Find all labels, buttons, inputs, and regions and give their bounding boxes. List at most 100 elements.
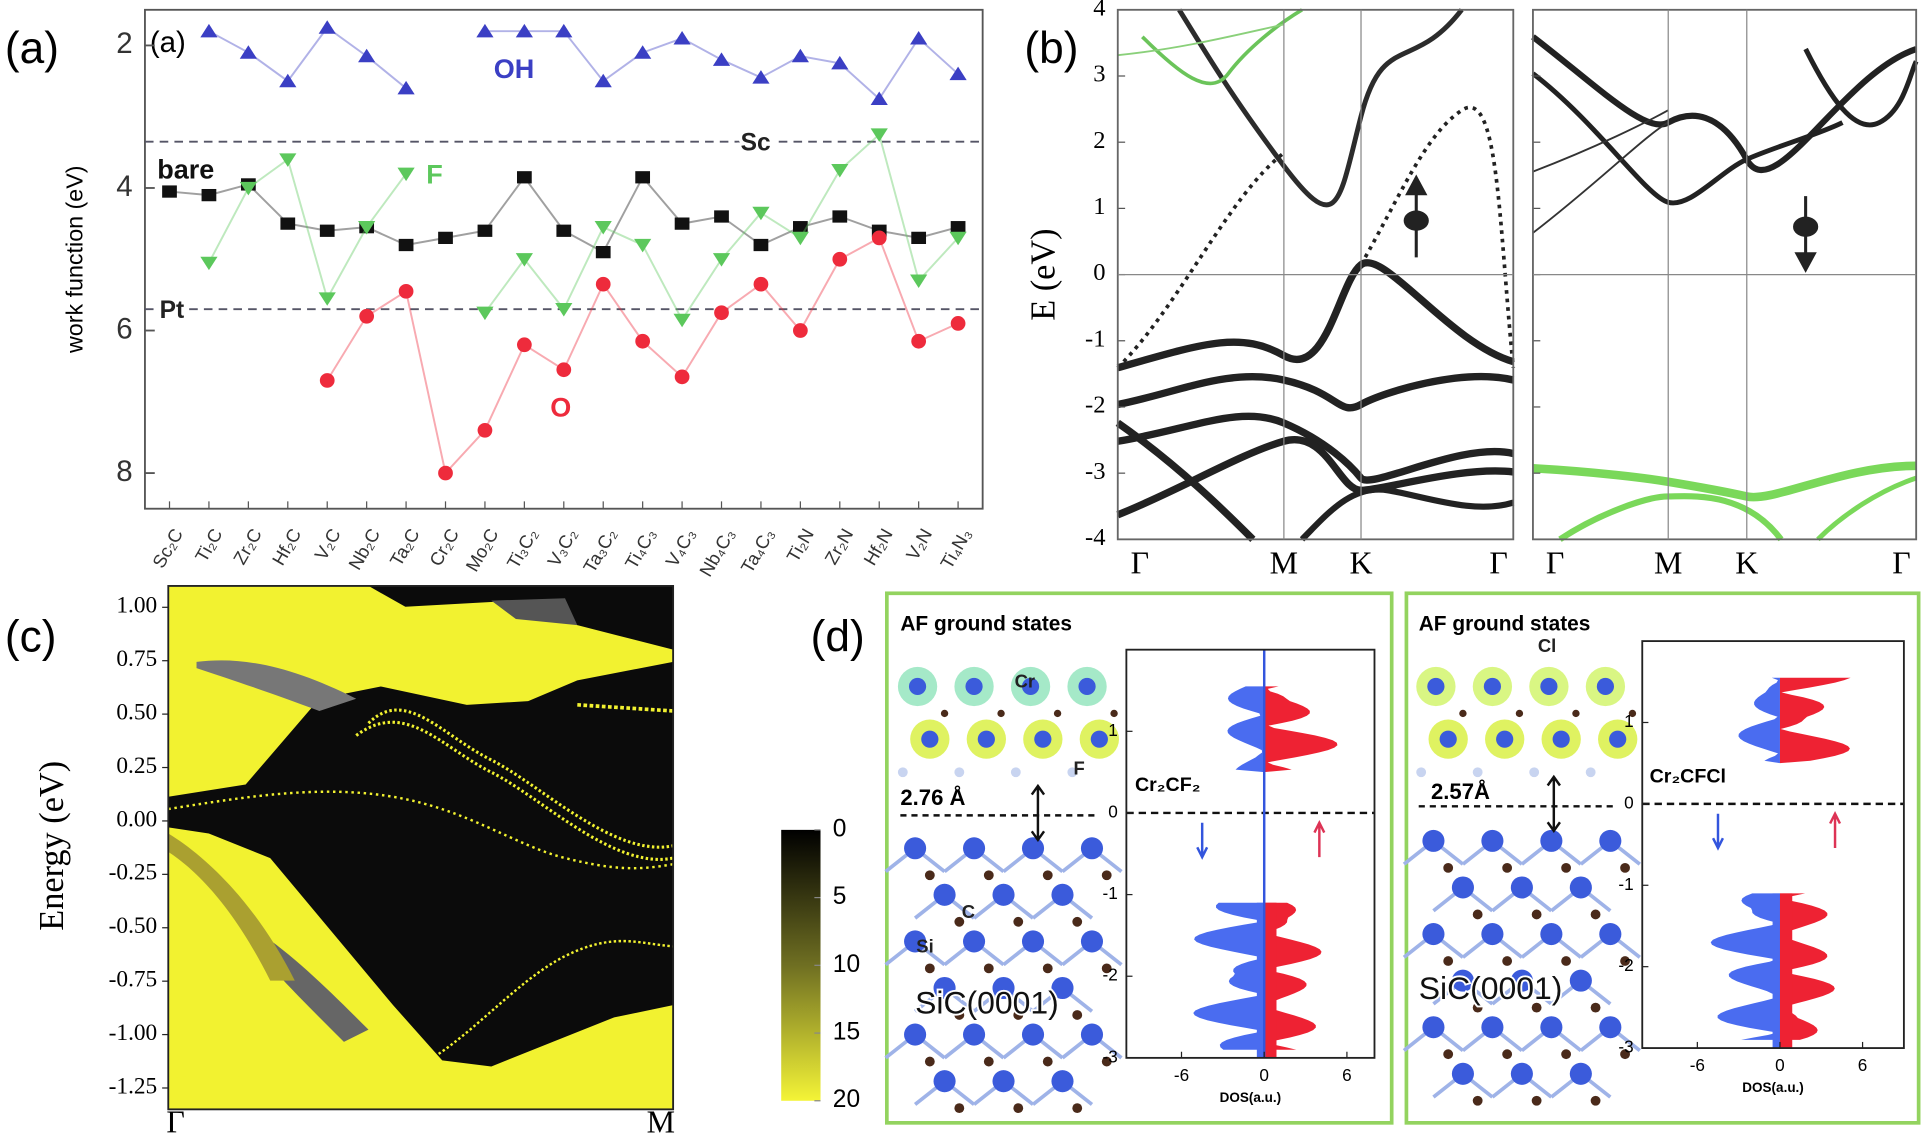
atom xyxy=(1110,709,1118,718)
y-tick-label: 0 xyxy=(1624,792,1634,812)
x-tick-label: 0 xyxy=(1259,1065,1269,1085)
atom xyxy=(1590,1002,1601,1013)
atom xyxy=(1443,862,1454,873)
atom xyxy=(1540,923,1563,946)
atom xyxy=(1034,730,1052,748)
atom xyxy=(897,767,908,778)
x-tick-label: Γ xyxy=(1892,546,1910,581)
atom xyxy=(1472,767,1483,778)
x-tick-label: 6 xyxy=(1342,1065,1352,1085)
panel-label: (b) xyxy=(1024,24,1078,73)
x-tick-label: V₂N xyxy=(902,525,937,564)
x-tick-label: M xyxy=(1270,546,1298,581)
x-tick-label: V₄C₃ xyxy=(661,525,699,571)
dos-fill xyxy=(1264,686,1338,773)
spin-arrow xyxy=(1829,810,1842,849)
y-tick-label: -3 xyxy=(1102,1046,1117,1066)
structure-illustrations xyxy=(884,649,1904,1114)
atom xyxy=(1472,1002,1483,1013)
atom-label: Si xyxy=(916,935,933,956)
dos-fill xyxy=(1779,893,1835,1040)
atom xyxy=(954,1103,965,1114)
atom xyxy=(1569,876,1592,899)
data-point xyxy=(753,238,769,252)
dos-fill xyxy=(1264,902,1277,1058)
data-point xyxy=(910,30,928,45)
x-tick-label: -6 xyxy=(1174,1065,1189,1085)
y-tick-label: 1 xyxy=(1624,711,1634,731)
x-tick-label: -6 xyxy=(1690,1055,1705,1075)
data-point xyxy=(239,181,257,196)
panel-label: (a) xyxy=(5,24,59,73)
panel-frame xyxy=(1404,591,1921,1125)
y-tick-label: 4 xyxy=(116,170,132,203)
x-axis-label: DOS(a.u.) xyxy=(1220,1090,1282,1105)
atom-label: Cr xyxy=(1015,671,1035,692)
spin-arrows xyxy=(1403,174,1819,273)
atom xyxy=(1439,730,1457,748)
x-tick-label: V₂C xyxy=(310,525,345,564)
atom xyxy=(1628,709,1637,718)
x-tick-label: Nb₄C₃ xyxy=(695,525,739,580)
data-point xyxy=(201,188,217,202)
atom xyxy=(1502,1049,1513,1060)
data-point xyxy=(516,171,532,184)
data-point xyxy=(318,20,336,34)
y-tick-label: -2 xyxy=(1085,392,1105,419)
atom xyxy=(992,976,1015,1000)
y-tick-label: 2 xyxy=(116,27,132,60)
atom xyxy=(1599,829,1622,852)
data-point xyxy=(594,73,612,88)
atom xyxy=(1531,1002,1542,1013)
atom xyxy=(1090,730,1108,748)
atom xyxy=(954,1010,965,1020)
atom xyxy=(1585,767,1596,778)
colorbar-tick-label: 15 xyxy=(833,1019,860,1046)
atom xyxy=(1080,930,1104,953)
atom xyxy=(1502,862,1513,873)
atom xyxy=(1101,1056,1112,1067)
y-tick-label: 0.25 xyxy=(116,753,157,779)
x-tick-label: Sc₂C xyxy=(148,525,187,572)
atom xyxy=(1051,976,1074,1000)
data-point xyxy=(162,185,177,198)
colorbar-tick-label: 0 xyxy=(833,815,847,842)
atom xyxy=(1561,862,1572,873)
colorbar-tick-label: 20 xyxy=(833,1086,860,1113)
atom xyxy=(1472,1095,1483,1106)
dos-fill xyxy=(1710,893,1780,1040)
atom xyxy=(904,837,927,860)
data-point xyxy=(673,313,691,328)
atom xyxy=(1481,1016,1504,1039)
x-tick-label: Γ xyxy=(1131,546,1149,581)
y-tick-label: 1 xyxy=(1093,193,1105,220)
y-tick-label: -2 xyxy=(1102,965,1117,985)
data-point xyxy=(634,45,652,59)
x-axis-label: DOS(a.u.) xyxy=(1742,1080,1804,1095)
formula-label: Cr₂CFCl xyxy=(1650,765,1726,787)
data-point xyxy=(832,210,848,223)
data-point xyxy=(793,221,808,234)
atom xyxy=(1510,876,1533,899)
atom xyxy=(1590,1095,1601,1106)
y-tick-label: -0.25 xyxy=(109,860,158,886)
x-tick-label: Γ xyxy=(1546,546,1564,581)
data-point xyxy=(397,80,415,95)
data-point xyxy=(319,373,335,388)
spacing-arrow xyxy=(1030,783,1046,843)
atom xyxy=(1510,969,1533,992)
x-tick-label: Hf₂N xyxy=(859,525,897,569)
dos-fill xyxy=(1779,677,1851,764)
atom xyxy=(1051,883,1074,906)
atom xyxy=(1021,677,1040,696)
x-tick-label: K xyxy=(1735,546,1758,581)
data-point xyxy=(359,308,375,324)
atom xyxy=(1515,709,1524,718)
atom xyxy=(954,916,965,927)
y-tick-label: 0.50 xyxy=(116,699,157,725)
x-tick-label: 6 xyxy=(1858,1055,1868,1075)
atom xyxy=(1101,870,1112,881)
data-point xyxy=(635,171,651,184)
data-point xyxy=(753,276,769,292)
